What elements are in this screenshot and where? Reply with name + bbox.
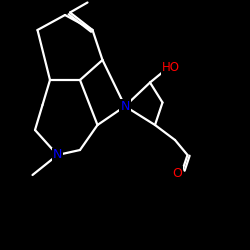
Text: N: N <box>120 100 130 113</box>
Text: O: O <box>172 167 182 180</box>
Text: HO: HO <box>162 61 180 74</box>
Text: N: N <box>53 148 62 162</box>
